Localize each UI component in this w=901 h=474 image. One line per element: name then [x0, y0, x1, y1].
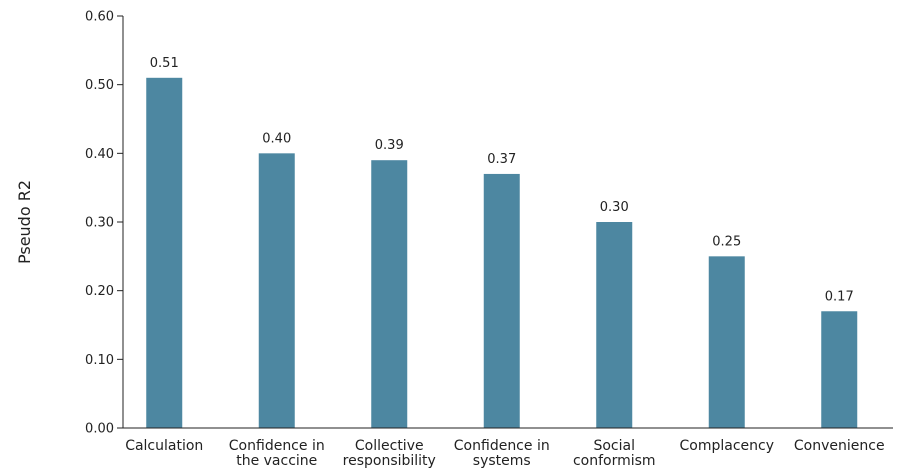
x-category-label: Confidence in [229, 438, 325, 454]
x-category-label: Convenience [794, 438, 885, 454]
y-tick-label: 0.40 [85, 147, 114, 162]
bar-value-label: 0.17 [825, 289, 854, 304]
bar [371, 160, 408, 428]
x-category-label: systems [473, 453, 531, 469]
bar [708, 256, 745, 428]
bar [483, 173, 520, 428]
bar-value-label: 0.30 [600, 200, 629, 215]
bar-value-label: 0.51 [150, 56, 179, 71]
value-labels-group: 0.51 0.40 0.39 0.37 0.30 0.25 0.17 [150, 56, 854, 304]
y-axis-ticks: 0.00 0.10 0.20 0.30 0.40 0.50 0.60 [85, 10, 123, 437]
y-tick-label: 0.30 [85, 216, 114, 231]
x-category-label: responsibility [343, 453, 436, 469]
x-category-label: Complacency [680, 438, 775, 454]
y-axis-title: Pseudo R2 [15, 180, 34, 264]
x-category-label: Confidence in [454, 438, 550, 454]
bar [146, 77, 183, 429]
bar-value-label: 0.25 [712, 234, 741, 249]
bar [821, 311, 858, 428]
y-tick-label: 0.10 [85, 353, 114, 368]
bar-value-label: 0.39 [375, 138, 404, 153]
y-tick-label: 0.60 [85, 10, 114, 25]
y-tick-label: 0.00 [85, 422, 114, 437]
bar-value-label: 0.37 [487, 152, 516, 167]
y-tick-label: 0.20 [85, 284, 114, 299]
x-category-label: Calculation [125, 438, 203, 454]
x-category-label: the vaccine [236, 453, 317, 469]
y-tick-label: 0.50 [85, 78, 114, 93]
y-axis-title-group: Pseudo R2 [15, 180, 34, 264]
bar [596, 222, 633, 428]
x-category-label: Collective [355, 438, 424, 454]
bar [258, 153, 295, 429]
bar-value-label: 0.40 [262, 131, 291, 146]
bars-group [146, 77, 858, 429]
axes-group [122, 16, 893, 429]
x-category-label: conformism [573, 453, 656, 469]
x-category-label: Social [593, 438, 635, 454]
